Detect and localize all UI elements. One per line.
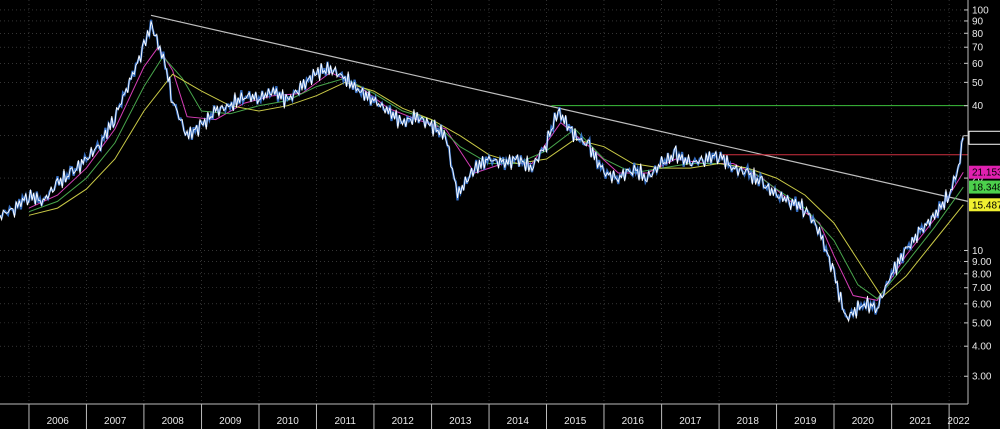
x-tick-label: 2009	[219, 416, 242, 427]
y-tick-label: 100	[972, 5, 989, 16]
last-value-label: 29.42	[972, 133, 997, 144]
last-value-badges: 29.42 21.153 18.348 15.487	[968, 130, 1000, 212]
y-tick-label: 9.00	[972, 257, 992, 268]
chart-grid	[0, 0, 968, 404]
x-axis: 2006 2007 2008 2009 2010 2011 2012 2013 2014 2015…	[0, 403, 970, 429]
last-value-label: 15.487	[972, 200, 1000, 211]
x-tick-label: 2015	[564, 416, 587, 427]
y-tick-label: 60	[972, 59, 984, 70]
y-tick-label: 5.00	[972, 318, 992, 329]
price-line	[0, 21, 964, 323]
y-tick-label: 50	[972, 78, 984, 89]
x-tick-label: 2006	[47, 416, 70, 427]
x-tick-label: 2010	[277, 416, 300, 427]
y-tick-label: 80	[972, 29, 984, 40]
last-value-badge	[969, 165, 1000, 179]
ma-medium-line	[28, 55, 964, 300]
x-tick-label: 2018	[737, 416, 760, 427]
price-bars	[0, 19, 965, 322]
x-tick-label: 2008	[162, 416, 185, 427]
x-tick-label: 2013	[449, 416, 472, 427]
y-tick-label: 90	[972, 16, 984, 27]
x-tick-label: 2022	[947, 416, 970, 427]
last-value-label: 18.348	[972, 183, 1000, 194]
y-tick-label: 6.00	[972, 299, 992, 310]
y-tick-label: 3.00	[972, 372, 992, 383]
x-tick-label: 2020	[852, 416, 875, 427]
y-tick-label: 8.00	[972, 269, 992, 280]
x-tick-label: 2011	[334, 416, 356, 427]
y-axis: 1009080706050403020109.008.007.006.005.0…	[964, 0, 992, 404]
x-tick-label: 2019	[794, 416, 817, 427]
last-value-badge	[968, 130, 1000, 145]
y-tick-label: 10	[972, 246, 984, 257]
y-tick-label: 7.00	[972, 283, 992, 294]
y-tick-label: 4.00	[972, 342, 992, 353]
last-value-badge	[969, 198, 1000, 212]
y-tick-label: 40	[972, 101, 984, 112]
x-tick-label: 2007	[104, 416, 127, 427]
x-tick-label: 2016	[622, 416, 645, 427]
x-tick-label: 2014	[507, 416, 530, 427]
y-tick-label: 70	[972, 43, 984, 54]
ma-short-line	[28, 46, 964, 301]
x-tick-label: 2012	[392, 416, 415, 427]
last-value-badge	[969, 180, 1000, 194]
x-tick-label: 2017	[679, 416, 702, 427]
x-tick-label: 2021	[909, 416, 932, 427]
y-tick-label: 20	[972, 174, 984, 185]
last-value-label: 21.153	[972, 168, 1000, 179]
chart-series	[0, 19, 965, 323]
ma-long-line	[28, 73, 964, 298]
